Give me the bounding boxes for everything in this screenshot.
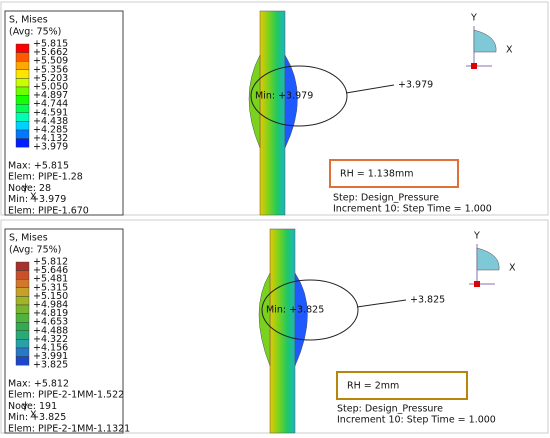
triad-x: X <box>30 410 37 421</box>
pipe-bulge <box>294 272 308 367</box>
legend-swatch <box>15 296 30 306</box>
legend-swatch <box>15 43 30 53</box>
legend-swatch <box>15 330 30 340</box>
triad-y: Y <box>473 231 480 242</box>
legend-value: +4.984 <box>33 300 68 311</box>
rh-box <box>329 159 459 188</box>
triad-y: Y <box>21 403 28 414</box>
legend-value: +5.481 <box>33 274 68 285</box>
extreme-info: Elem: PIPE-2-1MM-1.1321 <box>8 423 130 434</box>
legend-value: +4.132 <box>33 133 68 144</box>
legend-value: +5.315 <box>33 282 68 293</box>
rh-label: RH = 2mm <box>347 381 399 392</box>
legend-swatch <box>15 103 30 113</box>
legend-value: +5.203 <box>33 73 68 84</box>
legend-value: +5.662 <box>33 47 68 58</box>
legend-value: +4.819 <box>33 308 68 319</box>
callout-ellipse <box>250 65 348 127</box>
legend-value: +3.825 <box>33 360 68 371</box>
triad-x: X <box>506 45 513 56</box>
rh-box <box>336 371 468 400</box>
legend-value: +5.646 <box>33 265 68 276</box>
legend-swatch <box>15 112 30 122</box>
legend-value: +5.050 <box>33 82 68 93</box>
legend-swatch <box>15 78 30 88</box>
extreme-info: Min: +3.979 <box>8 194 66 205</box>
legend-value: +4.156 <box>33 343 68 354</box>
extreme-info: Elem: PIPE-1.28 <box>8 172 83 183</box>
legend-value: +5.509 <box>33 56 68 67</box>
callout-value: +3.979 <box>398 80 433 91</box>
legend-swatch <box>15 95 30 105</box>
callout-arrow <box>356 299 407 308</box>
step-label: Step: Design_Pressure <box>337 404 443 415</box>
extreme-info: Elem: PIPE-2-1MM-1.522 <box>8 390 124 401</box>
triad-x: X <box>30 192 37 203</box>
triad-y: Y <box>21 185 28 196</box>
legend-value: +4.653 <box>33 317 68 328</box>
legend-value: +4.744 <box>33 99 68 110</box>
legend-swatch <box>15 339 30 349</box>
legend-swatch <box>15 279 30 289</box>
legend-value: +5.812 <box>33 257 68 268</box>
extreme-info: Elem: PIPE-1.670 <box>8 205 89 216</box>
legend-swatch <box>15 322 30 332</box>
callout-ellipse <box>261 279 359 341</box>
pipe <box>259 10 286 216</box>
legend-swatch <box>15 138 30 148</box>
legend-value: +3.991 <box>33 351 68 362</box>
triad-origin <box>474 281 480 287</box>
legend-swatch <box>15 270 30 280</box>
increment-label: Increment 10: Step Time = 1.000 <box>337 415 496 426</box>
extreme-info: Max: +5.812 <box>8 379 69 390</box>
legend-value: +4.438 <box>33 116 68 127</box>
triad-x: X <box>509 263 516 274</box>
legend-subtitle: (Avg: 75%) <box>9 245 61 256</box>
legend-value: +5.815 <box>33 39 68 50</box>
legend-value: +4.322 <box>33 334 68 345</box>
extreme-info: Node: 28 <box>8 183 51 194</box>
legend-swatch <box>15 347 30 357</box>
min-label: Min: +3.979 <box>255 91 313 102</box>
callout-value: +3.825 <box>410 295 445 306</box>
min-label: Min: +3.825 <box>266 305 324 316</box>
legend-subtitle: (Avg: 75%) <box>9 27 61 38</box>
triad-y: Y <box>470 13 477 24</box>
legend-swatch <box>15 52 30 62</box>
legend-value: +3.979 <box>33 142 68 153</box>
legend-swatch <box>15 313 30 323</box>
pipe <box>269 228 296 434</box>
legend-swatch <box>15 69 30 79</box>
legend-swatch <box>15 356 30 366</box>
legend-value: +5.150 <box>33 291 68 302</box>
legend-title: S, Mises <box>9 15 48 26</box>
legend-swatch <box>15 86 30 96</box>
callout-arrow <box>345 84 395 94</box>
legend-swatch <box>15 261 30 271</box>
extreme-info: Min: +3.825 <box>8 412 66 423</box>
extreme-info: Max: +5.815 <box>8 161 69 172</box>
legend-value: +4.897 <box>33 90 68 101</box>
legend-title: S, Mises <box>9 233 48 244</box>
legend-value: +5.356 <box>33 64 68 75</box>
triad-shape <box>476 247 500 271</box>
triad-origin <box>471 63 477 69</box>
legend-value: +4.591 <box>33 107 68 118</box>
pipe-bulge <box>248 54 261 149</box>
increment-label: Increment 10: Step Time = 1.000 <box>333 204 492 215</box>
step-label: Step: Design_Pressure <box>333 193 439 204</box>
legend-swatch <box>15 304 30 314</box>
extreme-info: Node: 191 <box>8 401 57 412</box>
legend-value: +4.488 <box>33 325 68 336</box>
triad-shape <box>473 29 497 53</box>
pipe-bulge <box>284 54 298 149</box>
legend-swatch <box>15 287 30 297</box>
rh-label: RH = 1.138mm <box>340 169 413 180</box>
legend-swatch <box>15 61 30 71</box>
legend-swatch <box>15 129 30 139</box>
legend-swatch <box>15 121 30 131</box>
legend-value: +4.285 <box>33 125 68 136</box>
